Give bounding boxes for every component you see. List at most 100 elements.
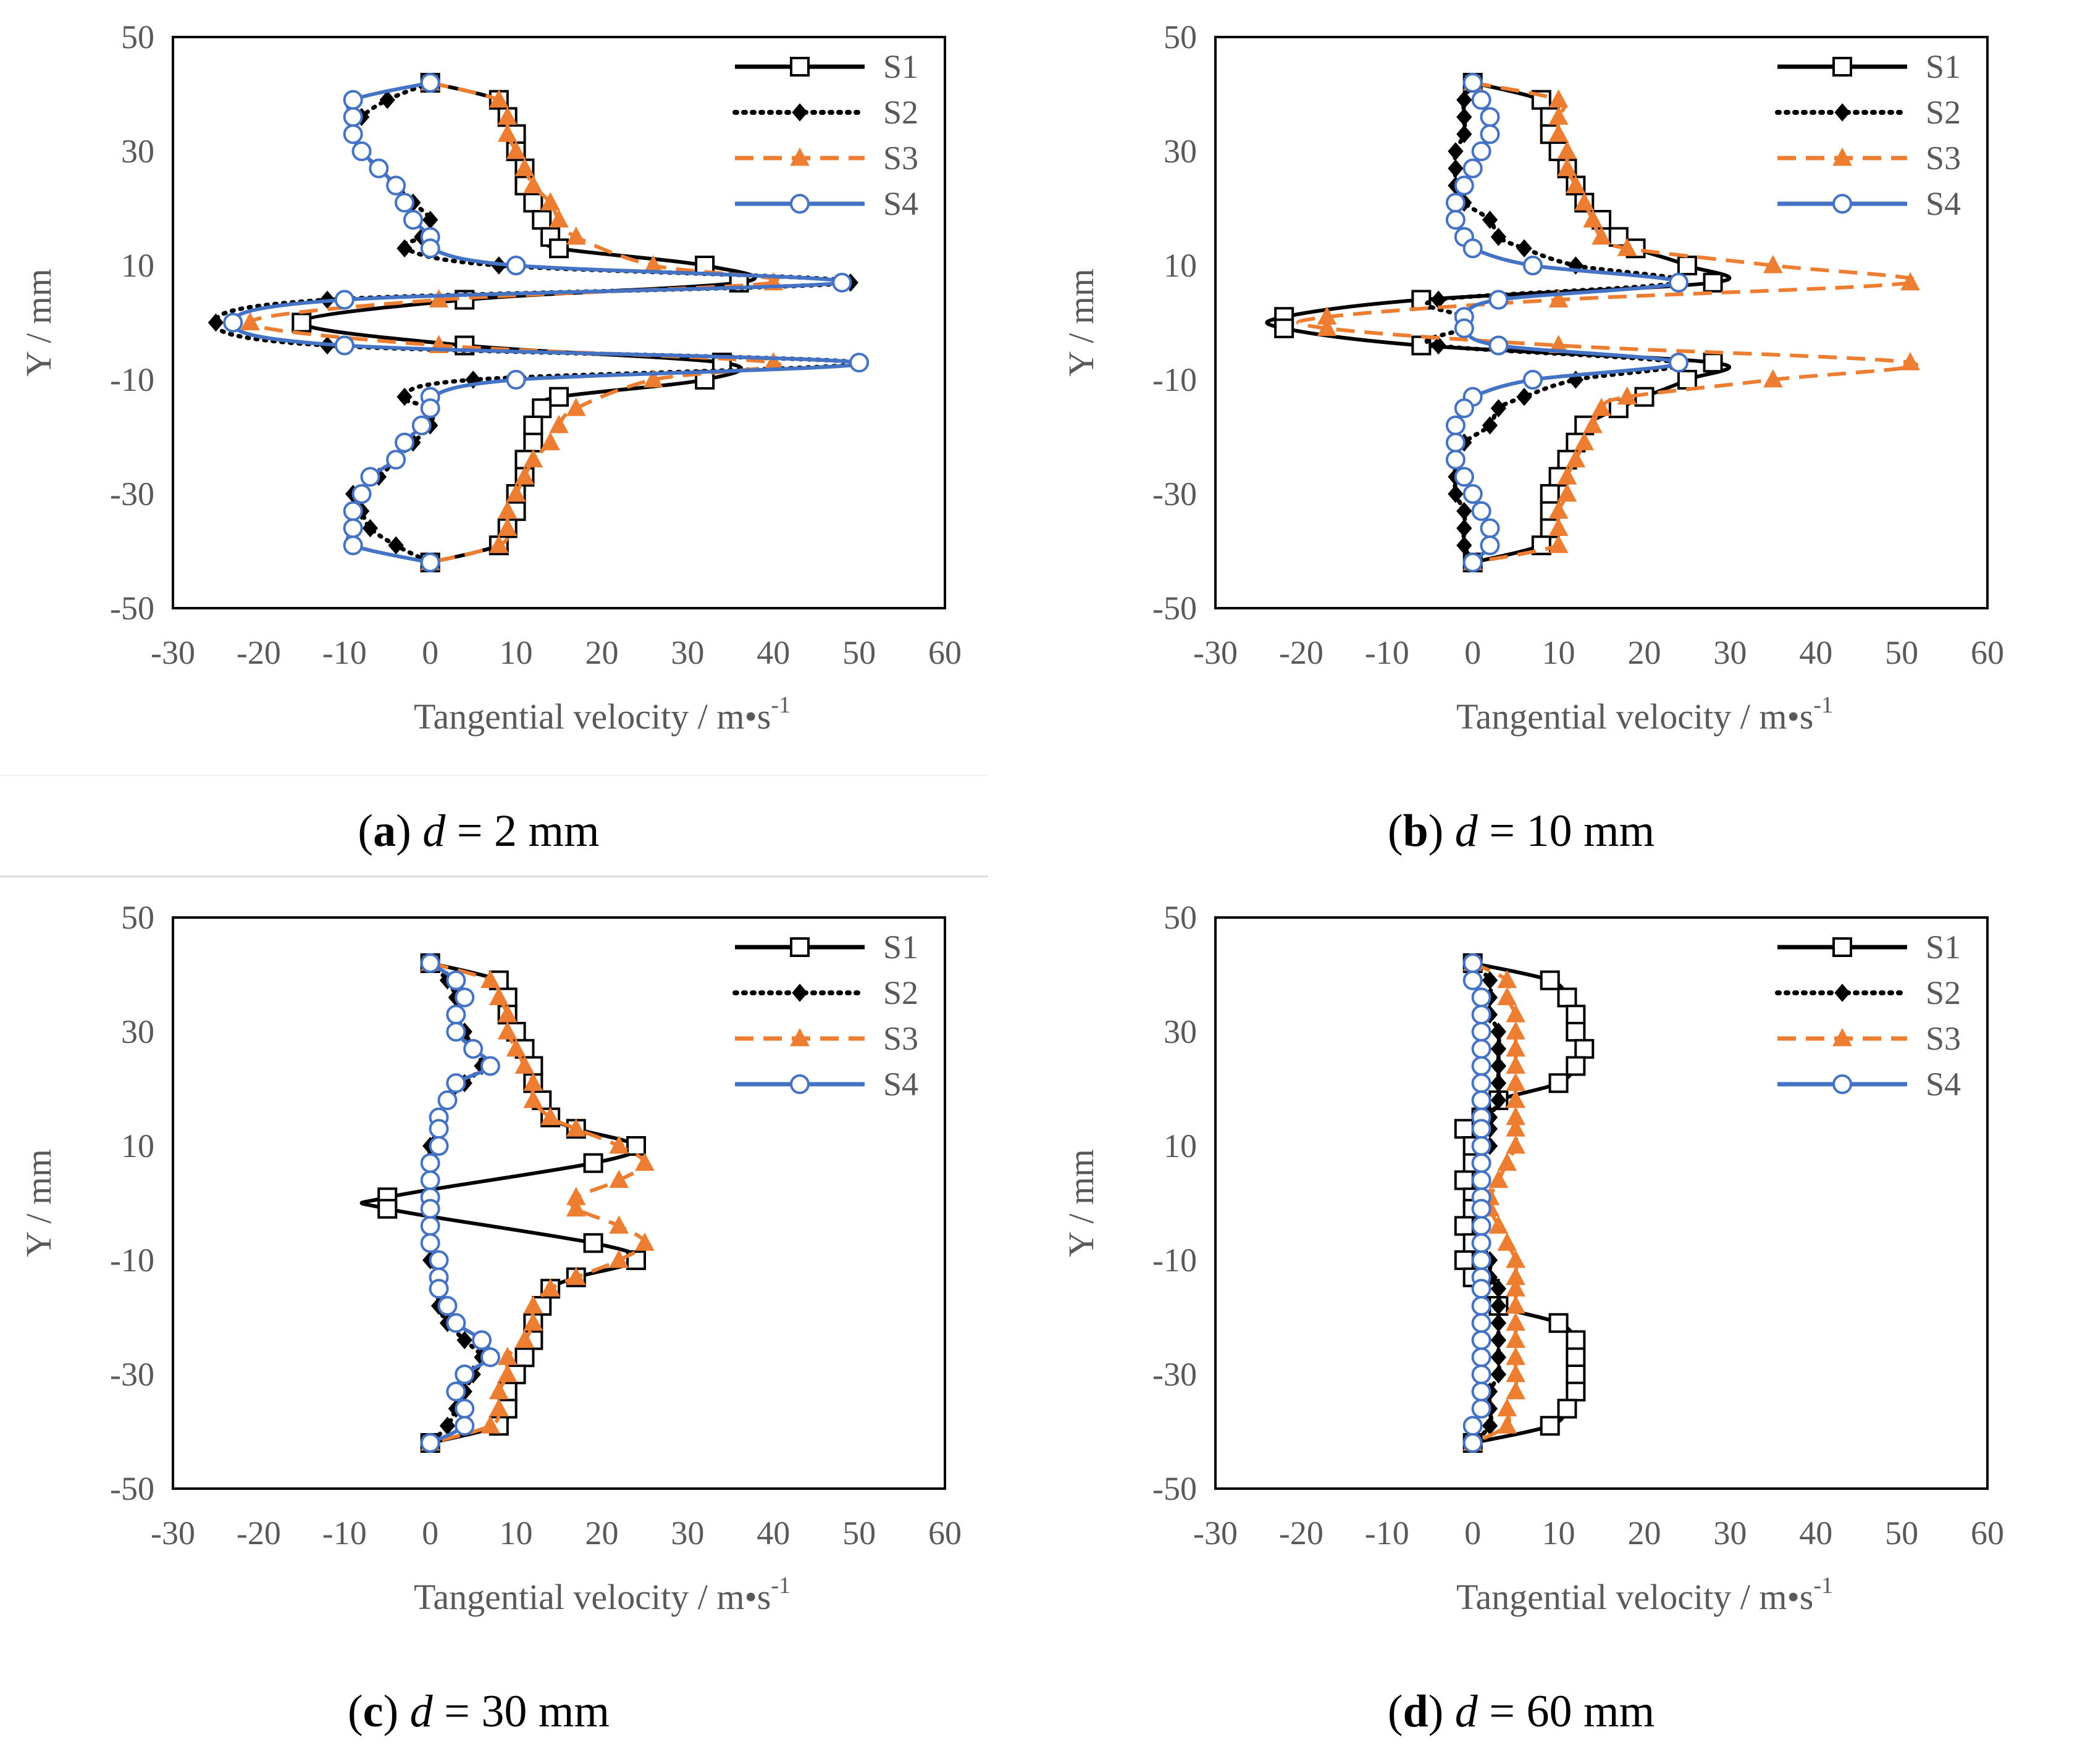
data-point-s3 [497,1347,518,1365]
data-point-s1 [1566,1365,1586,1384]
data-point-s4 [1454,398,1474,419]
caption-prefix: ( [358,806,373,856]
legend-marker-s4 [790,1074,810,1094]
data-point-s3 [1506,1072,1525,1091]
data-point-s4 [343,90,363,110]
data-point-s4 [420,1170,440,1190]
data-point-s4 [1471,1279,1491,1299]
x-tick-label: 40 [1799,1515,1832,1552]
data-point-s2 [1456,519,1472,538]
legend-label-s4: S4 [883,1066,918,1103]
y-tick-label: 50 [121,19,154,56]
data-point-s4 [1454,318,1474,338]
data-point-s4 [1445,449,1466,470]
data-point-s3 [1566,175,1586,193]
x-axis-label-superscript: -1 [1813,1573,1833,1599]
data-point-s3 [1497,1232,1517,1251]
data-point-s4 [1454,175,1474,196]
series-s1 [1454,953,1595,1453]
x-tick-label: 20 [1627,1515,1661,1552]
data-point-s3 [514,1055,535,1074]
legend-marker-s1 [790,57,810,77]
y-tick-label: 50 [121,899,154,936]
x-tick-label: 0 [422,1515,438,1552]
x-axis-label-superscript: -1 [1813,692,1833,718]
data-point-s3 [566,1198,586,1217]
data-point-s4 [420,953,440,973]
data-point-s4 [1462,1433,1483,1453]
data-point-s1 [532,398,552,419]
data-point-s3 [1592,226,1611,245]
data-point-s4 [1480,107,1500,127]
data-point-s4 [420,1198,440,1219]
legend-marker-s2 [1834,103,1850,122]
caption-suffix: ) [384,1686,410,1737]
data-point-s3 [1497,987,1517,1005]
caption-suffix: ) [396,806,422,856]
data-point-s1 [1454,1216,1474,1236]
plot-area-frame [172,916,946,1490]
y-tick-labels: 50 30 10 -10 -30 -50 [110,899,154,1507]
y-tick-label: 30 [121,1013,154,1050]
data-point-s4 [437,1090,458,1110]
data-point-s4 [832,272,852,293]
data-point-s4 [395,432,414,453]
data-point-s2 [1456,90,1472,109]
data-point-s3 [1557,483,1577,502]
data-point-s3 [1763,254,1783,274]
chart-svg: -30 -20 -10 0 10 20 30 40 50 60 50 30 10 -10 -30 -50 Tan… [1061,899,2004,1737]
caption-label: d [1403,1686,1428,1737]
data-point-s2 [1482,416,1498,435]
data-point-s1 [1540,970,1560,990]
data-point-s2 [208,313,224,332]
caption-var: d [1455,1686,1479,1737]
data-point-s1 [1540,1416,1560,1436]
data-point-s1 [1454,1250,1474,1270]
data-point-s4 [403,210,423,230]
data-point-s3 [523,1089,543,1108]
x-tick-label: 0 [422,634,438,671]
data-point-s3 [1566,449,1586,467]
legend-label-s2: S2 [883,94,918,131]
y-tick-label: 50 [1164,19,1197,56]
data-point-s2 [1516,239,1532,258]
data-point-s4 [343,518,363,538]
data-point-s2 [1490,1074,1506,1093]
data-point-s2 [379,90,395,109]
y-tick-labels: 50 30 10 -10 -30 -50 [1152,19,1197,627]
data-point-s3 [1506,1329,1525,1348]
data-point-s3 [1557,157,1577,177]
x-axis-label: Tangential velocity / m•s-1 [1456,1573,1833,1617]
data-point-s4 [1471,1153,1491,1173]
data-point-s2 [1490,1365,1506,1384]
data-point-s4 [386,449,406,470]
series-line-s1 [1265,81,1732,564]
x-axis-label-superscript: -1 [771,692,791,718]
legend-label-s3: S3 [1926,140,1961,177]
x-axis-label: Tangential velocity / m•s-1 [414,692,791,737]
y-tick-label: 10 [1164,1127,1197,1164]
y-tick-label: 50 [1164,899,1197,936]
data-point-s1 [549,238,569,259]
caption-label: a [373,806,396,856]
data-point-s1 [1566,1005,1586,1025]
data-point-s4 [463,1039,484,1059]
data-point-s4 [386,175,406,196]
x-tick-label: 20 [585,1515,618,1552]
data-point-s4 [849,353,870,373]
y-tick-label: -10 [110,1242,154,1279]
data-point-s1 [626,1136,646,1156]
data-point-s3 [566,226,586,245]
chart-panel-b: -30 -20 -10 0 10 20 30 40 50 60 50 30 10 -10 -30 -50 Tan… [1042,0,2085,884]
x-tick-labels: -30 -20 -10 0 10 20 30 40 50 60 [151,1515,962,1552]
x-tick-label: -20 [237,634,281,671]
data-point-s4 [1445,193,1466,213]
data-point-s2 [1456,125,1472,144]
data-point-s1 [523,416,543,435]
data-point-s4 [1471,1398,1491,1419]
data-point-s4 [480,1347,500,1368]
x-axis-label-text: Tangential velocity / m•s [414,1577,771,1617]
legend-marker-s2 [792,103,808,122]
data-point-s3 [489,535,509,553]
data-point-s2 [396,387,413,406]
